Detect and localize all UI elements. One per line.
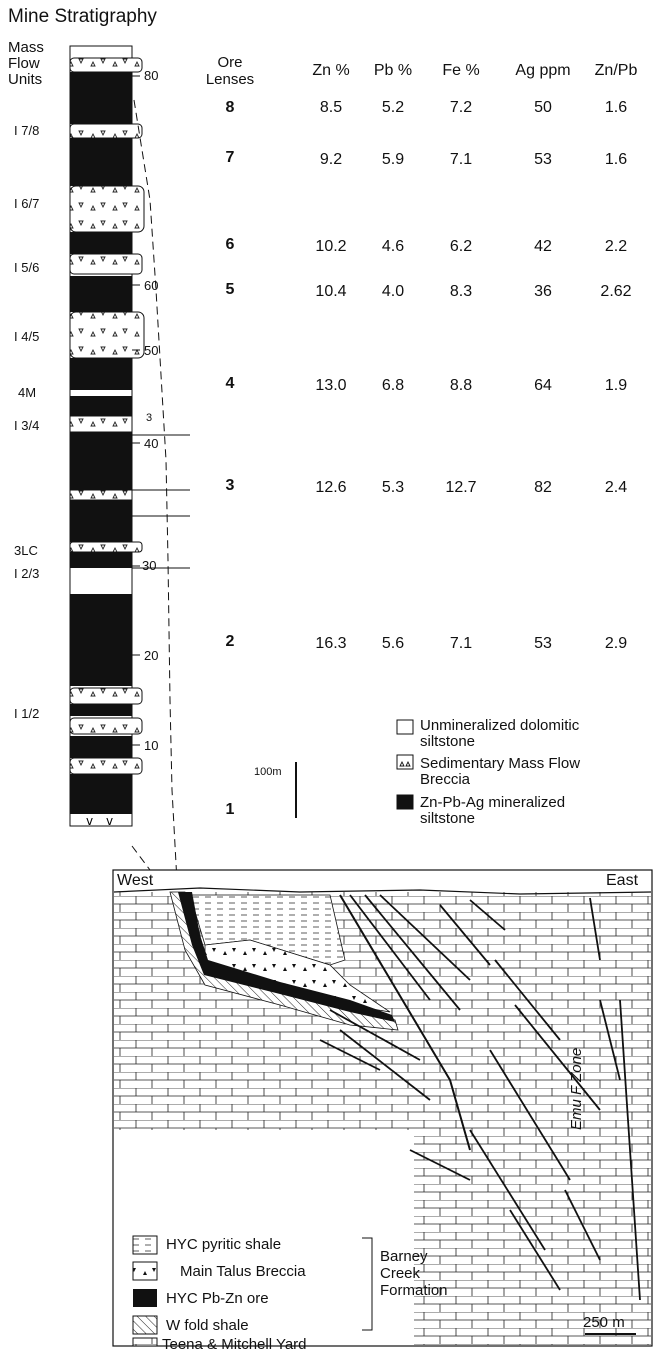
mass-flow-header-3: Units: [8, 71, 43, 88]
cell-zn: 10.2: [315, 238, 347, 255]
east-label: East: [606, 872, 639, 889]
top-legend-swatches: [396, 719, 414, 810]
ore-header-1: Ore: [217, 54, 243, 71]
cell-pb: 6.8: [381, 377, 405, 394]
column-header-ag: Ag ppm: [515, 62, 571, 79]
cell-pb: 4.0: [381, 283, 405, 300]
cell-ag: 53: [534, 151, 552, 168]
cell-fe: 6.2: [449, 238, 473, 255]
unit-label: 4M: [18, 385, 37, 400]
cell-fe: 7.1: [449, 635, 473, 652]
column-header-zn: Zn %: [312, 62, 350, 79]
cell-znpb: 1.6: [604, 99, 628, 116]
depth-tick-label: 60: [144, 278, 159, 293]
small-tick-label: 3: [146, 412, 153, 424]
lens-number: 6: [225, 236, 235, 253]
column-header-pb: Pb %: [373, 62, 413, 79]
column-header-fe: Fe %: [442, 62, 480, 79]
cell-znpb: 2.9: [604, 635, 628, 652]
depth-tick-label: 20: [144, 648, 159, 663]
legend-pbzn-ore: HYC Pb-Zn ore: [166, 1290, 269, 1307]
cell-pb: 5.6: [381, 635, 405, 652]
cell-ag: 36: [534, 283, 552, 300]
column-header-znpb: Zn/Pb: [594, 62, 638, 79]
formation-label: Barney Creek Formation: [380, 1248, 448, 1299]
svg-text:v: v: [106, 814, 113, 828]
cell-fe: 12.7: [445, 479, 477, 496]
cell-ag: 42: [534, 238, 552, 255]
cell-fe: 8.8: [449, 377, 473, 394]
unit-label: I 3/4: [14, 418, 40, 433]
lens-number: 7: [225, 149, 235, 166]
cell-ag: 50: [534, 99, 552, 116]
ore-header-2: Lenses: [205, 71, 255, 88]
cell-zn: 12.6: [315, 479, 347, 496]
cell-zn: 13.0: [315, 377, 347, 394]
legend-mineralized-siltstone: Zn-Pb-Ag mineralized siltstone: [420, 794, 566, 827]
cross-section: [112, 869, 653, 1347]
cell-fe: 8.3: [449, 283, 473, 300]
depth-tick-label: 10: [144, 738, 159, 753]
unit-label: I 2/3: [14, 566, 40, 581]
legend-pyritic-shale: HYC pyritic shale: [166, 1236, 282, 1253]
lens-number: 3: [225, 477, 235, 494]
unit-label: 3LC: [14, 543, 38, 558]
depth-tick-label: 30: [142, 558, 157, 573]
cell-znpb: 1.9: [604, 377, 628, 394]
cell-pb: 5.9: [381, 151, 405, 168]
scale-label-250m: 250 m: [583, 1314, 625, 1331]
cell-znpb: 2.2: [604, 238, 628, 255]
cell-fe: 7.1: [449, 151, 473, 168]
depth-tick-label: 80: [144, 68, 159, 83]
unit-label: I 6/7: [14, 196, 40, 211]
cell-zn: 10.4: [315, 283, 347, 300]
lens-number: 5: [225, 281, 235, 298]
west-label: West: [117, 872, 154, 889]
lens-number: 2: [225, 633, 235, 650]
fault-zone-label: Emu F Zone: [568, 1047, 585, 1130]
cell-pb: 5.2: [381, 99, 405, 116]
cell-ag: 64: [534, 377, 552, 394]
legend-talus-breccia: Main Talus Breccia: [180, 1263, 306, 1280]
page-title: Mine Stratigraphy: [8, 6, 157, 27]
mass-flow-header-1: Mass: [8, 39, 44, 56]
depth-tick-label: 40: [144, 436, 159, 451]
strat-column: v v: [69, 45, 190, 901]
cell-pb: 5.3: [381, 479, 405, 496]
unit-label: I 1/2: [14, 706, 40, 721]
cell-zn: 16.3: [315, 635, 347, 652]
cell-ag: 82: [534, 479, 552, 496]
cell-zn: 8.5: [319, 99, 343, 116]
legend-dolomite: Teena & Mitchell Yard: [162, 1336, 307, 1353]
cell-fe: 7.2: [449, 99, 473, 116]
cell-znpb: 1.6: [604, 151, 628, 168]
cell-zn: 9.2: [319, 151, 343, 168]
legend-unmineralized: Unmineralized dolomitic siltstone: [420, 717, 580, 750]
cell-znpb: 2.4: [604, 479, 628, 496]
unit-label: I 4/5: [14, 329, 40, 344]
legend-fold-shale: W fold shale: [166, 1317, 249, 1334]
cell-ag: 53: [534, 635, 552, 652]
lens-number: 1: [225, 801, 235, 818]
depth-tick-label: 50: [144, 343, 159, 358]
cell-pb: 4.6: [381, 238, 405, 255]
svg-text:v: v: [86, 814, 93, 828]
scale-label-100m: 100m: [254, 766, 282, 778]
lens-number: 4: [225, 375, 235, 392]
legend-mass-flow-breccia: Sedimentary Mass Flow Breccia: [420, 755, 581, 788]
lens-number: 8: [225, 99, 235, 116]
unit-label: I 5/6: [14, 260, 40, 275]
mass-flow-header-2: Flow: [8, 55, 40, 72]
cell-znpb: 2.62: [600, 283, 632, 300]
unit-label: I 7/8: [14, 123, 40, 138]
